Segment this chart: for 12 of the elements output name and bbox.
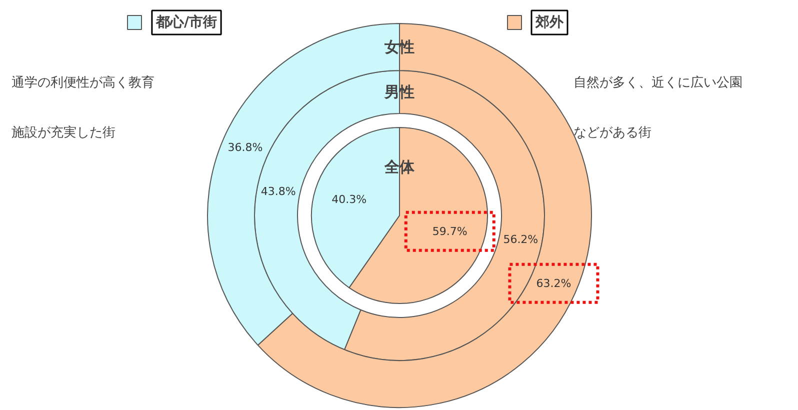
text: などがある街 xyxy=(574,126,652,140)
legend-label: 郊外 xyxy=(534,14,564,30)
data-label: 43.8% xyxy=(260,185,296,198)
text: 施設が充実した街 xyxy=(12,124,116,140)
data-label: 40.3% xyxy=(332,193,367,206)
data-label: 59.7% xyxy=(432,224,468,238)
legend-label: 都心/市街 xyxy=(154,14,218,30)
data-label: 56.2% xyxy=(503,232,538,246)
text: 自然が多く、近くに広い公園 xyxy=(574,74,742,90)
data-label: 36.8% xyxy=(228,141,263,154)
text: 通学の利便性が高く教育 xyxy=(12,74,154,90)
data-label: 63.2% xyxy=(536,276,572,290)
